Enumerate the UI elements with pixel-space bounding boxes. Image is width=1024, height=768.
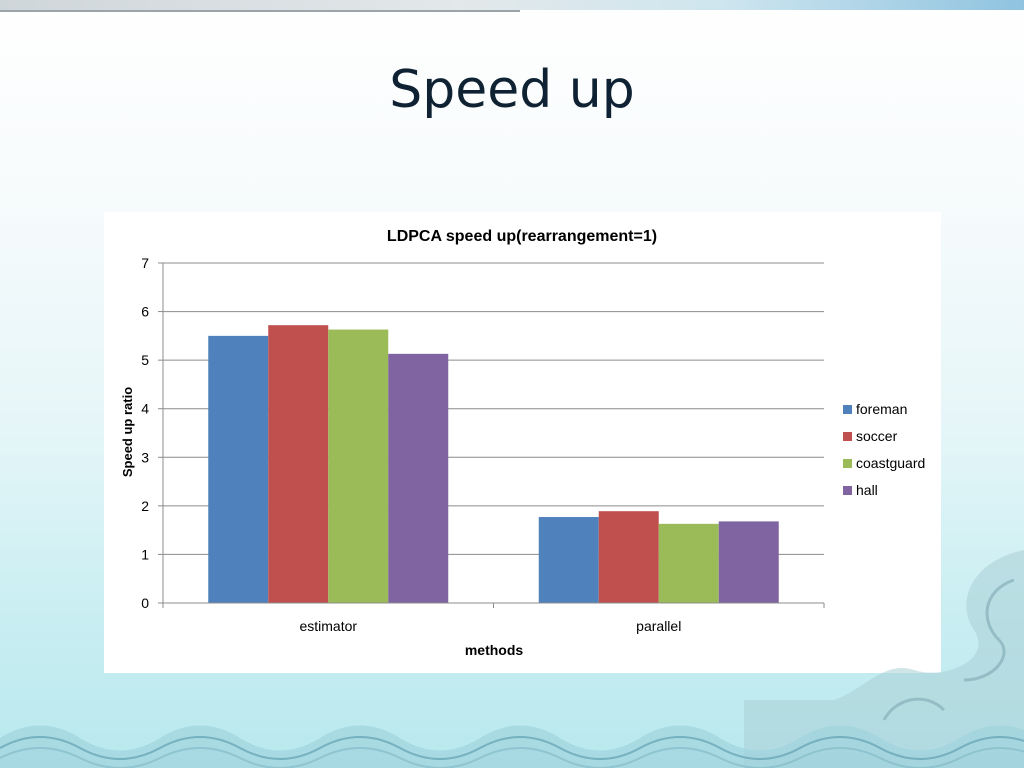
bar-foreman-parallel <box>538 517 599 603</box>
bar-hall-estimator <box>388 353 449 603</box>
bar-soccer-parallel <box>598 511 659 603</box>
legend-label-coastguard: coastguard <box>856 455 925 471</box>
y-axis-label: Speed up ratio <box>120 387 135 477</box>
y-tick-label: 2 <box>141 498 149 514</box>
legend-label-soccer: soccer <box>856 428 898 444</box>
y-axis: 0 1 2 3 4 5 6 7 <box>141 255 164 611</box>
dragon-decoration <box>744 550 1024 768</box>
bar-soccer-estimator <box>268 325 329 603</box>
slide-title: Speed up <box>389 60 635 120</box>
y-tick-label: 3 <box>141 449 149 465</box>
bars <box>208 325 779 603</box>
bar-chart: LDPCA speed up(rearrangement=1) 0 1 2 3 4 5 6 7… <box>120 228 925 658</box>
y-tick-label: 0 <box>141 595 149 611</box>
chart-panel: LDPCA speed up(rearrangement=1) 0 1 2 3 4 5 6 7… <box>104 212 941 673</box>
wave-border-decoration <box>0 725 1024 768</box>
legend-label-foreman: foreman <box>856 401 907 417</box>
y-tick-label: 4 <box>141 401 149 417</box>
x-axis: estimator parallel <box>162 602 825 634</box>
top-decor-bar <box>0 0 1024 10</box>
x-axis-label: methods <box>465 642 524 658</box>
y-tick-label: 7 <box>141 255 149 271</box>
bar-foreman-estimator <box>208 335 269 603</box>
chart-title: LDPCA speed up(rearrangement=1) <box>387 228 657 245</box>
legend-swatch-foreman <box>843 405 852 414</box>
top-decor-line <box>0 10 520 12</box>
legend-label-hall: hall <box>856 482 878 498</box>
bar-coastguard-parallel <box>658 523 719 603</box>
legend-swatch-coastguard <box>843 459 852 468</box>
y-tick-label: 6 <box>141 304 149 320</box>
legend-swatch-soccer <box>843 432 852 441</box>
legend: foreman soccer coastguard hall <box>843 401 925 498</box>
legend-swatch-hall <box>843 486 852 495</box>
y-tick-label: 5 <box>141 352 149 368</box>
bar-coastguard-estimator <box>328 329 389 603</box>
x-tick-label: estimator <box>299 618 357 634</box>
x-tick-label: parallel <box>636 618 681 634</box>
y-tick-label: 1 <box>141 546 149 562</box>
bar-hall-parallel <box>718 521 779 603</box>
